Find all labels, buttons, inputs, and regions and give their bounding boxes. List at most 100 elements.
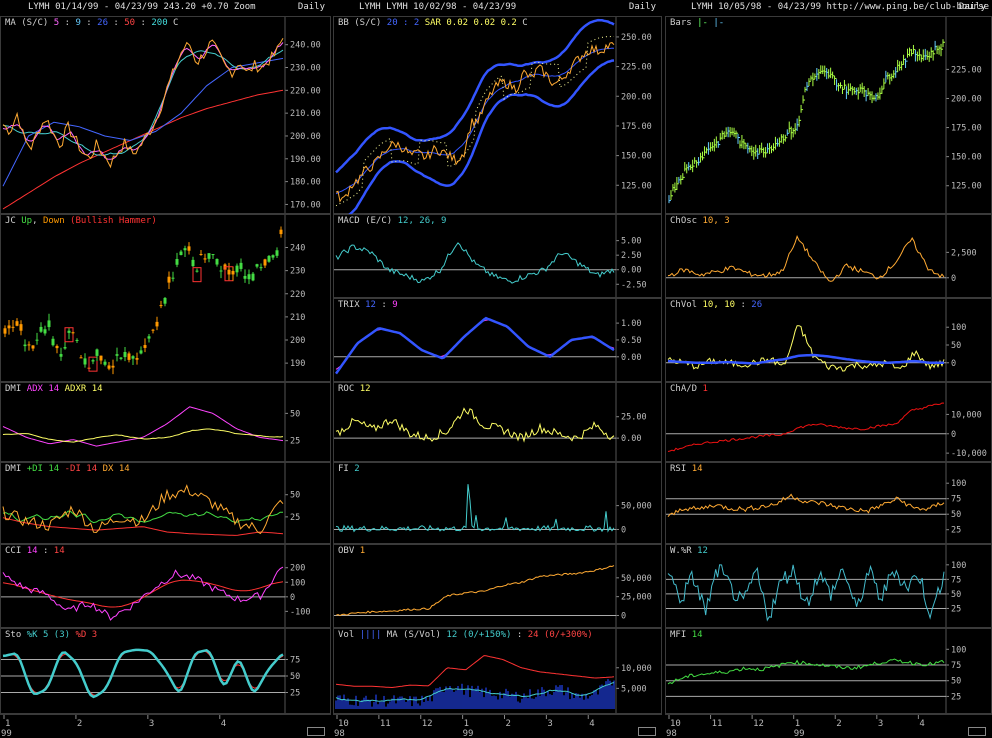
panel-cci[interactable]: CCI 14 : 14 200 100 0 -100	[0, 544, 331, 628]
y-tick-label: 220.00	[290, 86, 321, 96]
panel-label-chad: ChA/D 1	[670, 384, 708, 394]
x-tick-label: 10	[670, 719, 681, 729]
candle	[203, 258, 207, 260]
y-tick-label: 240	[290, 244, 305, 254]
label-segment: 10, 3	[702, 216, 730, 226]
x-tick-label: 10	[338, 719, 349, 729]
window-titlebar[interactable]: LYMH 01/14/99 - 04/23/99 243.20 +0.70 Zo…	[0, 0, 331, 15]
panel-label-rsi: RSI 14	[670, 464, 703, 474]
label-segment: :	[37, 546, 54, 556]
plot-roc: 25.00 0.00	[334, 383, 647, 461]
label-segment: Sto	[5, 630, 27, 640]
macd-line	[335, 242, 615, 284]
y-tick-label: 0.00	[621, 353, 641, 363]
y-tick-label: 75	[951, 495, 961, 505]
x-tick-label: 1	[795, 719, 800, 729]
panel-ma[interactable]: MA (S/C) 5 : 9 : 26 : 50 : 200 C 240.00 2…	[0, 16, 331, 214]
panel-fi[interactable]: FI 2 50,000 0	[333, 462, 662, 544]
panel-label-bb: BB (S/C) 20 : 2 SAR 0.02 0.02 0.2 C	[338, 18, 528, 28]
period-selector[interactable]: Daily	[297, 2, 325, 12]
x-year-label: 99	[794, 729, 805, 738]
adxr-line	[2, 428, 284, 443]
candle	[147, 336, 151, 339]
panel-trix[interactable]: TRIX 12 : 9 1.00 0.50 0.00	[333, 298, 662, 382]
x-tick-label: 2	[836, 719, 841, 729]
plot-trix: 1.00 0.50 0.00	[334, 299, 641, 381]
chvol-line	[667, 325, 945, 372]
panel-obv[interactable]: OBV 1 50,000 25,000 0	[333, 544, 662, 628]
y-tick-label: 100	[951, 561, 966, 571]
candle	[7, 325, 11, 329]
candle	[175, 259, 179, 265]
panel-label-mfi: MFI 14	[670, 630, 703, 640]
panel-bb[interactable]: BB (S/C) 20 : 2 SAR 0.02 0.02 0.2 C 250.…	[333, 16, 662, 226]
candle	[251, 273, 255, 281]
panel-jc[interactable]: JC Up, Down (Bullish Hammer) 240 230 220 210…	[0, 214, 331, 382]
panel-dmi1[interactable]: DMI ADX 14 ADXR 14 50 25	[0, 382, 331, 462]
x-axis-svg: 10 11 12 1 2 3 498 99	[666, 715, 925, 738]
panel-rsi[interactable]: RSI 14 100 75 50 25	[665, 462, 992, 544]
candle	[259, 267, 263, 269]
label-segment: DMI	[5, 384, 27, 394]
candle	[47, 320, 51, 328]
panel-chvol[interactable]: ChVol 10, 10 : 26 100 50 0	[665, 298, 992, 382]
y-tick-label: 0	[621, 611, 626, 621]
candle	[115, 354, 119, 356]
window-titlebar[interactable]: LYMH 10/05/98 - 04/23/99 http://www.ping…	[663, 0, 992, 15]
label-segment: 12	[365, 300, 376, 310]
panel-mfi[interactable]: MFI 14 100 75 50 25	[665, 628, 992, 714]
candle	[107, 365, 111, 369]
scroll-handle[interactable]	[968, 727, 986, 736]
trix-line	[334, 316, 615, 375]
bb-upper-band	[335, 18, 615, 174]
label-segment: BB (S/C)	[338, 18, 387, 28]
candle	[211, 254, 215, 256]
y-tick-label: 25.00	[621, 413, 647, 423]
period-selector[interactable]: Daily	[628, 2, 656, 12]
panel-chad[interactable]: ChA/D 1 10,000 0 -10,000	[665, 382, 992, 462]
window-title: LYMH 01/14/99 - 04/23/99 243.20 +0.70 Zo…	[28, 2, 256, 12]
panel-wr[interactable]: W.%R 12 100 75 50 25	[665, 544, 992, 628]
plot-macd: 5.00 2.50 0.00 -2.50	[334, 215, 647, 297]
panel-label-fi: FI 2	[338, 464, 360, 474]
window-titlebar[interactable]: LYMH LYMH 10/02/98 - 04/23/99 Daily	[331, 0, 662, 15]
plot-ma: 240.00 230.00 220.00 210.00 200.00 190.00 180.…	[2, 17, 321, 213]
panel-label-wr: W.%R 12	[670, 546, 708, 556]
plot-jc: 240 230 220 210 200 190	[3, 215, 305, 381]
x-tick-label: 1	[5, 719, 10, 729]
panel-roc[interactable]: ROC 12 25.00 0.00	[333, 382, 662, 462]
scroll-handle[interactable]	[307, 727, 325, 736]
y-tick-label: 180.00	[290, 178, 321, 188]
candle	[35, 339, 39, 341]
y-tick-label: 175.00	[951, 124, 982, 134]
x-axis-svg: 1 2 3 4 99	[1, 715, 226, 738]
candle	[199, 253, 203, 255]
y-tick-label: 25	[951, 526, 961, 536]
y-tick-label: 50	[951, 677, 961, 687]
y-tick-label: 50,000	[621, 574, 652, 584]
panel-chosc[interactable]: ChOsc 10, 3 2,500 0	[665, 214, 992, 298]
label-segment: 24 (0/+300%)	[527, 630, 593, 640]
panel-bars[interactable]: Bars |- |- 225.00 200.00 175.00 150.00 125.00	[665, 16, 992, 214]
panel-label-sto: Sto %K 5 (3) %D 3	[5, 630, 97, 640]
y-tick-label: 75	[951, 661, 961, 671]
bullish-hammer-marker	[192, 267, 202, 283]
label-segment: 14	[26, 546, 38, 556]
label-segment: W.%R	[670, 546, 698, 556]
label-segment: 10, 10	[702, 300, 736, 310]
panel-dmi2[interactable]: DMI +DI 14 -DI 14 DX 14 50 25	[0, 462, 331, 544]
y-tick-label: 225.00	[951, 65, 982, 75]
candle	[31, 345, 35, 349]
period-selector[interactable]: Daily	[958, 2, 986, 12]
candle	[183, 248, 187, 251]
panel-vol[interactable]: Vol |||| MA (S/Vol) 12 (0/+150%) : 24 (0…	[333, 628, 662, 714]
panel-macd[interactable]: MACD (E/C) 12, 26, 9 5.00 2.50 0.00 -2.50	[333, 214, 662, 298]
panel-label-chvol: ChVol 10, 10 : 26	[670, 300, 762, 310]
panel-sto[interactable]: Sto %K 5 (3) %D 3 75 50 25	[0, 628, 331, 714]
roc-line	[335, 407, 615, 443]
scroll-handle[interactable]	[638, 727, 656, 736]
cci-line	[2, 566, 284, 621]
ma-50-line	[2, 89, 284, 210]
label-segment: Up	[21, 216, 33, 226]
label-segment: ChA/D	[670, 384, 703, 394]
